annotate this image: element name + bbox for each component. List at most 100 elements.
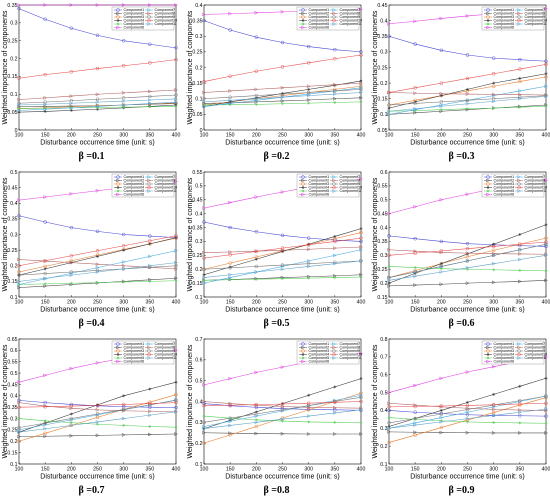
data-point <box>148 61 152 65</box>
series-line <box>388 431 546 434</box>
legend-marker <box>116 175 120 179</box>
data-point <box>387 390 392 395</box>
data-point <box>466 267 469 271</box>
series-Component10 <box>202 399 363 408</box>
data-point <box>544 236 548 240</box>
legend-label: Component3 <box>494 15 515 19</box>
data-point <box>43 106 47 110</box>
data-point <box>465 407 470 412</box>
data-point <box>69 105 74 110</box>
y-tick-label: 0.55 <box>192 170 202 176</box>
data-point <box>387 284 392 288</box>
subplot-3: 100 150 200 250 300 350 400 0.05 0.1 0.15 0.2 0.25 0… <box>372 3 550 162</box>
subplot-caption: β =0.1 <box>79 151 105 162</box>
data-point <box>306 261 311 266</box>
legend-marker <box>486 186 490 189</box>
data-point <box>544 394 548 398</box>
data-point <box>280 65 285 69</box>
x-axis-label: Disturbance occurrence time (unit: s) <box>410 307 524 314</box>
y-tick-label: 0.1 <box>10 462 17 468</box>
series-line <box>388 95 547 112</box>
legend-marker <box>517 182 521 186</box>
legend-label: Component6 <box>124 26 145 30</box>
data-point <box>518 421 522 425</box>
series-line <box>388 35 547 62</box>
y-axis-label: Weighted importance of components <box>187 344 194 458</box>
legend-label: Component4 <box>494 19 515 23</box>
data-point <box>544 278 549 283</box>
series-Component10 <box>202 236 363 260</box>
data-point <box>281 91 284 95</box>
data-point <box>413 417 417 421</box>
data-point <box>43 431 47 436</box>
legend-label: Component11 <box>155 189 177 193</box>
legend-marker <box>486 175 490 179</box>
data-point <box>359 227 363 231</box>
legend-label: Component6 <box>309 360 330 364</box>
y-tick-label: 0.3 <box>195 34 202 40</box>
legend-label: Component11 <box>525 356 547 360</box>
data-point <box>228 433 232 437</box>
y-tick-label: 0.35 <box>7 217 17 223</box>
data-point <box>544 431 549 435</box>
data-point <box>491 253 496 258</box>
legend-label: Component2 <box>494 346 515 350</box>
legend: Component1Component2Component3Component4… <box>481 6 547 31</box>
legend-marker <box>147 349 151 353</box>
data-point <box>96 403 99 407</box>
legend-label: Component7 <box>525 342 546 346</box>
data-point <box>95 420 100 424</box>
x-tick-label: 250 <box>93 467 102 473</box>
data-point <box>174 236 178 240</box>
data-point <box>202 105 206 109</box>
data-point <box>439 239 444 244</box>
data-point <box>333 261 337 266</box>
x-axis-label: Disturbance occurrence time (unit: s) <box>410 474 524 481</box>
legend-marker <box>486 182 490 186</box>
data-point <box>439 16 444 21</box>
y-tick-label: 0.4 <box>380 18 387 24</box>
legend: Component1Component2Component3Component4… <box>481 173 547 198</box>
data-point <box>69 416 74 421</box>
legend-label: Component1 <box>124 175 145 179</box>
data-point <box>254 102 258 106</box>
data-point <box>465 251 470 255</box>
series-Component10 <box>17 400 178 409</box>
data-point <box>69 418 74 422</box>
data-point <box>174 432 179 436</box>
data-point <box>280 190 285 194</box>
data-point <box>280 417 285 422</box>
legend-marker <box>116 192 121 197</box>
data-point <box>544 407 549 411</box>
data-point <box>306 84 311 89</box>
data-point <box>306 93 311 98</box>
data-point <box>202 206 207 210</box>
x-tick-label: 200 <box>437 467 446 473</box>
data-point <box>17 103 22 107</box>
legend-label: Component7 <box>340 175 361 179</box>
legend-marker <box>301 8 305 12</box>
legend-label: Component6 <box>494 193 515 197</box>
y-tick-label: 0.5 <box>10 371 17 377</box>
legend-box <box>111 340 175 365</box>
data-point <box>387 275 391 280</box>
x-tick-label: 400 <box>172 133 181 139</box>
y-tick-label: 0.2 <box>380 81 387 87</box>
data-point <box>333 101 337 104</box>
legend-label: Component3 <box>124 182 145 186</box>
data-point <box>254 10 259 15</box>
data-point <box>121 407 126 412</box>
y-tick-label: 0.6 <box>10 348 17 354</box>
data-point <box>121 38 126 43</box>
data-point <box>43 107 48 112</box>
y-tick-label: 0.25 <box>377 65 387 71</box>
series-line <box>388 410 547 417</box>
data-point <box>69 270 74 274</box>
data-point <box>465 410 470 415</box>
x-tick-label: 200 <box>67 133 76 139</box>
legend-marker <box>116 182 120 186</box>
y-tick-label: 0.25 <box>377 267 387 273</box>
data-point <box>333 82 337 87</box>
x-axis-label: Disturbance occurrence time (unit: s) <box>40 307 154 314</box>
data-point <box>492 242 496 246</box>
